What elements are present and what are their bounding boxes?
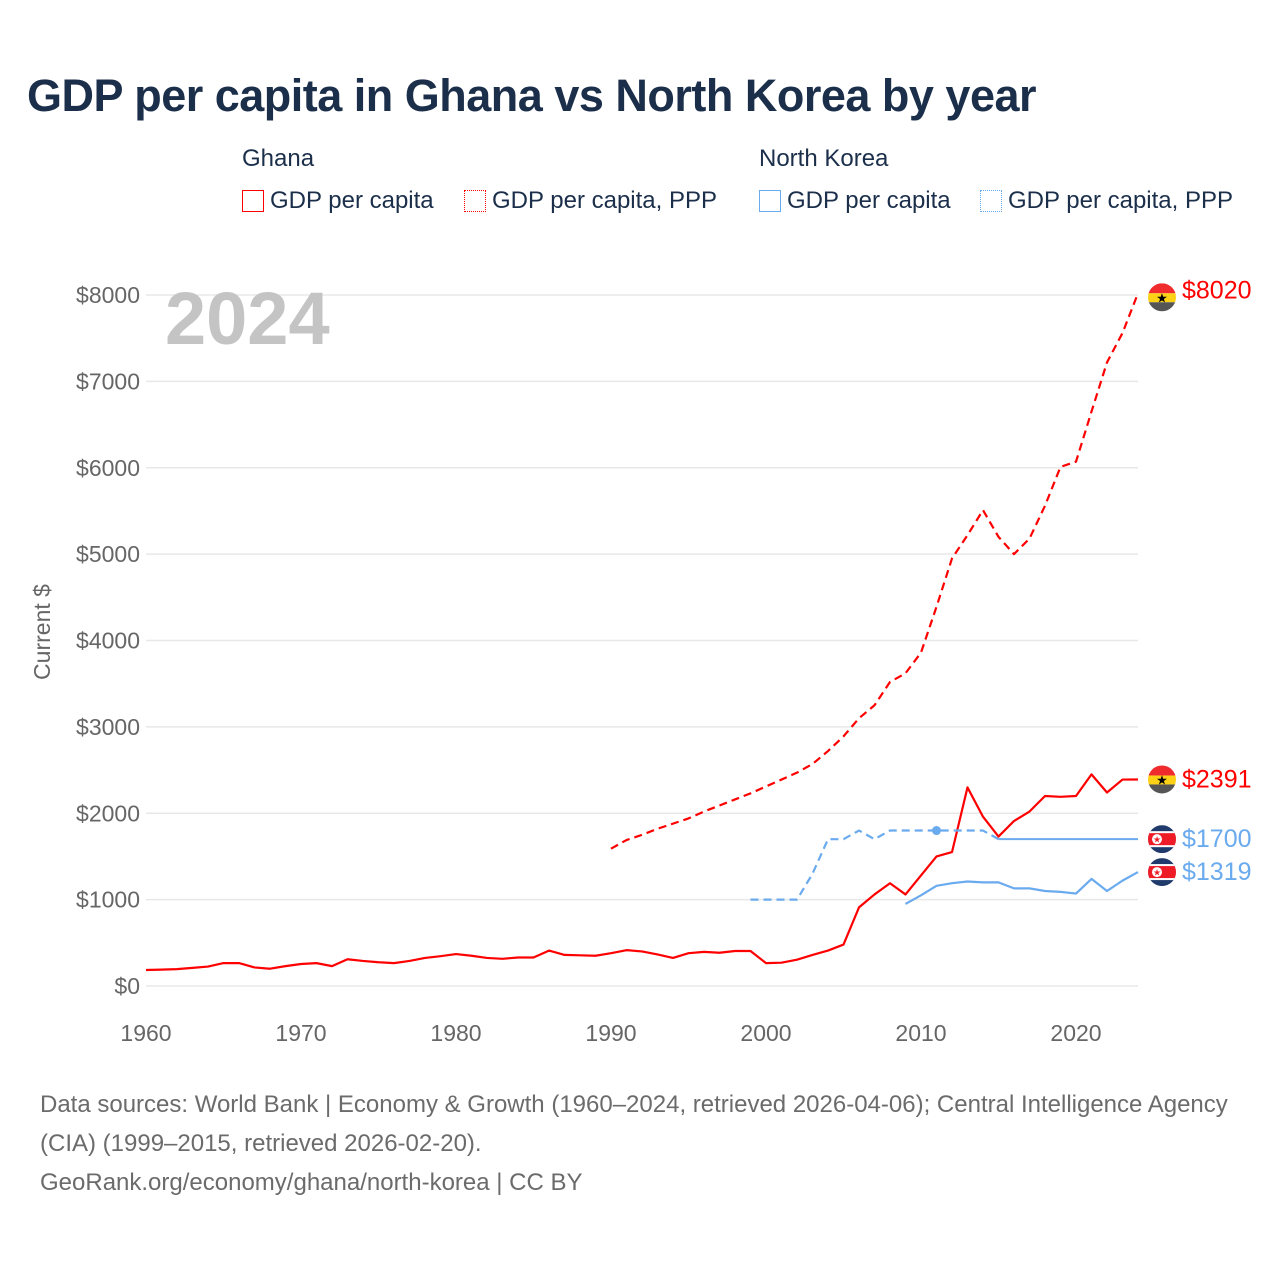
legend-ghana-gdp[interactable]: GDP per capita (242, 187, 434, 215)
series-line-1 (610, 292, 1140, 850)
x-tick-label: 1980 (430, 1020, 481, 1046)
series-line-3 (750, 829, 1000, 901)
dotted-swatch-icon (980, 190, 1002, 212)
north-korea-flag-icon: ★ (1148, 825, 1176, 854)
y-tick-label: $6000 (76, 455, 140, 481)
legend-group-north-korea-label: North Korea (759, 145, 889, 172)
series-line-0 (145, 773, 1139, 972)
y-tick-label: $7000 (76, 368, 140, 394)
y-tick-label: $1000 (76, 887, 140, 913)
y-tick-label: $2000 (76, 800, 140, 826)
year-watermark: 2024 (165, 277, 330, 360)
flag-stripe (1148, 283, 1176, 294)
x-tick-label: 1960 (120, 1020, 171, 1046)
solid-swatch-icon (242, 190, 264, 212)
legend-label: GDP per capita, PPP (1008, 187, 1233, 214)
y-axis-label: Current $ (29, 584, 55, 680)
x-tick-label: 2000 (740, 1020, 791, 1046)
flag-body: ★ (1148, 283, 1176, 312)
legend-group-ghana-label: Ghana (242, 145, 315, 172)
legend-nk-ppp[interactable]: GDP per capita, PPP (980, 187, 1233, 215)
legend-label: GDP per capita (270, 187, 434, 214)
flag-stripe (1148, 765, 1176, 776)
x-tick-label: 1970 (275, 1020, 326, 1046)
solid-swatch-icon (759, 190, 781, 212)
line-chart: $0 $1000 $2000 $3000 $4000 $5000 $6000 $7000 $80… (29, 276, 1252, 1046)
end-value-label: $2391 (1182, 765, 1252, 793)
legend-label: GDP per capita, PPP (492, 187, 717, 214)
flag-stripe (1148, 775, 1176, 785)
y-tick-label: $4000 (76, 628, 140, 654)
ghana-flag-icon: ★ (1148, 765, 1176, 794)
legend-label: GDP per capita (787, 187, 951, 214)
flag-stripe (1148, 302, 1176, 312)
y-tick-label: $5000 (76, 541, 140, 567)
ghana-flag-icon: ★ (1148, 283, 1176, 312)
dotted-swatch-icon (464, 190, 486, 212)
flag-circle (1152, 834, 1162, 845)
y-tick-label: $0 (114, 973, 140, 999)
y-tick-label: $3000 (76, 714, 140, 740)
star-icon: ★ (1156, 772, 1168, 787)
series-line-2 (904, 871, 1139, 905)
x-tick-label: 1990 (585, 1020, 636, 1046)
legend-nk-gdp[interactable]: GDP per capita (759, 187, 951, 215)
north-korea-flag-icon: ★ (1148, 858, 1176, 887)
end-value-label: $8020 (1182, 276, 1252, 304)
source-link[interactable]: GeoRank.org/economy/ghana/north-korea | … (40, 1169, 583, 1196)
end-value-label: $1319 (1182, 858, 1252, 886)
data-sources: Data sources: World Bank | Economy & Gro… (40, 1091, 1228, 1157)
flag-circle (1152, 867, 1162, 878)
star-icon: ★ (1156, 290, 1168, 305)
flag-body: ★ (1148, 858, 1176, 887)
star-icon: ★ (1153, 868, 1161, 878)
legend-ghana-ppp[interactable]: GDP per capita, PPP (464, 187, 717, 215)
page-title: GDP per capita in Ghana vs North Korea b… (27, 70, 1037, 121)
highlight-point (932, 826, 941, 836)
flag-stripe (1148, 784, 1176, 794)
flag-body: ★ (1148, 825, 1176, 854)
end-value-label: $1700 (1182, 825, 1252, 853)
x-tick-label: 2010 (895, 1020, 946, 1046)
flag-body: ★ (1148, 765, 1176, 794)
x-tick-label: 2020 (1050, 1020, 1101, 1046)
star-icon: ★ (1153, 835, 1161, 845)
flag-stripe (1148, 293, 1176, 303)
y-tick-label: $8000 (76, 282, 140, 308)
